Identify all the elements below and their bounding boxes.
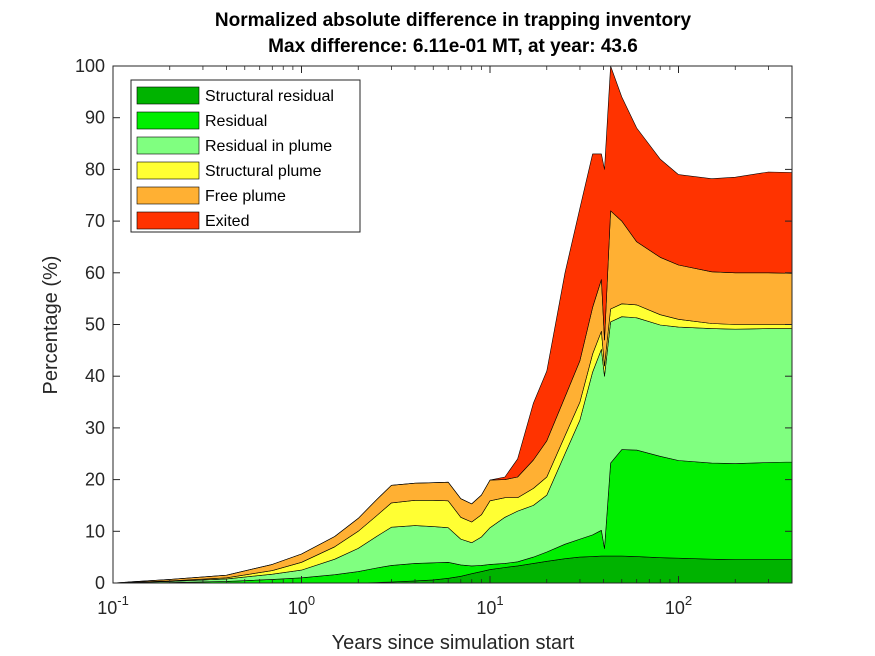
x-tick-label: 101	[476, 593, 503, 618]
y-tick-label: 40	[85, 366, 105, 386]
y-tick-label: 10	[85, 521, 105, 541]
legend-box	[130, 79, 361, 233]
y-tick-label: 20	[85, 470, 105, 490]
y-tick-label: 0	[95, 573, 105, 593]
y-tick-label: 60	[85, 263, 105, 283]
axes: 0 10 20 30 40 50 60 70 80 90 100 10-1 100 101 102	[75, 56, 793, 618]
x-tick-label: 102	[665, 593, 692, 618]
chart-title: Normalized absolute difference in trappi…	[215, 10, 692, 31]
legend-label-exited: Exited	[205, 213, 249, 230]
legend-label-structural-residual: Structural residual	[205, 88, 334, 105]
y-tick-label: 90	[85, 108, 105, 128]
legend-label-residual: Residual	[205, 113, 267, 130]
chart-subtitle: Max difference: 6.11e-01 MT, at year: 43…	[268, 36, 638, 57]
x-tick-label: 10-1	[97, 593, 129, 618]
legend-swatch-exited	[136, 211, 200, 230]
legend-label-free-plume: Free plume	[205, 188, 286, 205]
y-tick-label: 30	[85, 418, 105, 438]
y-tick-label: 50	[85, 315, 105, 335]
legend-swatch-residual	[136, 111, 200, 130]
y-axis-label: Percentage (%)	[40, 256, 62, 395]
legend-swatch-residual-in-plume	[136, 136, 200, 155]
y-tick-label: 70	[85, 211, 105, 231]
y-tick-label: 100	[75, 56, 105, 76]
legend-label-structural-plume: Structural plume	[205, 163, 322, 180]
x-tick-label: 100	[288, 593, 315, 618]
legend-label-residual-in-plume: Residual in plume	[205, 138, 332, 155]
legend-swatch-free-plume	[136, 186, 200, 205]
legend-swatch-structural-residual	[136, 86, 200, 105]
legend: Structural residual Residual Residual in p…	[130, 79, 361, 233]
x-axis-label: Years since simulation start	[332, 632, 575, 654]
legend-swatch-structural-plume	[136, 161, 200, 180]
y-tick-label: 80	[85, 159, 105, 179]
